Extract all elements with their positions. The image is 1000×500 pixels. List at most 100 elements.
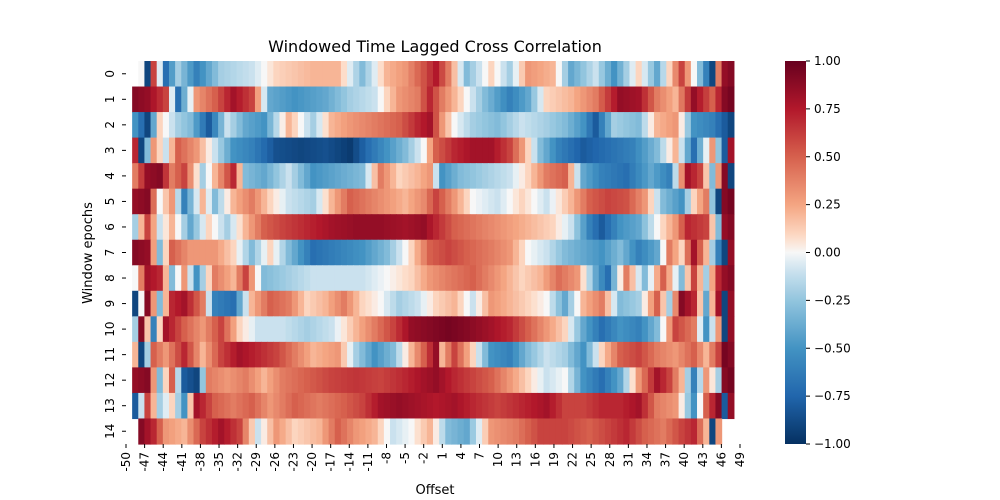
- heatmap-cell: [383, 316, 391, 343]
- heatmap-cell: [518, 239, 526, 266]
- heatmap-cell: [611, 341, 618, 368]
- heatmap-cell: [574, 239, 581, 266]
- heatmap-cell: [144, 341, 152, 368]
- heatmap-cell: [433, 418, 440, 445]
- heatmap-cell: [279, 137, 287, 164]
- heatmap-cell: [353, 61, 360, 88]
- heatmap-cell: [439, 61, 446, 88]
- heatmap-cell: [402, 392, 410, 420]
- heatmap-cell: [475, 265, 483, 292]
- heatmap-cell: [353, 265, 360, 292]
- heatmap-cell: [543, 341, 551, 368]
- heatmap-cell: [132, 392, 139, 420]
- heatmap-cell: [414, 137, 422, 164]
- heatmap-cell: [500, 265, 508, 292]
- heatmap-cell: [469, 86, 477, 113]
- heatmap-cell: [525, 214, 532, 241]
- heatmap-cell: [518, 188, 526, 215]
- heatmap-cell: [488, 418, 495, 445]
- heatmap-cell: [181, 341, 188, 368]
- heatmap-cell: [678, 341, 686, 368]
- heatmap-cell: [604, 137, 612, 164]
- heatmap-cell: [230, 265, 238, 292]
- heatmap-cell: [297, 418, 305, 445]
- heatmap-cell: [721, 265, 729, 292]
- heatmap-cell: [181, 316, 188, 343]
- heatmap-cell: [635, 137, 643, 164]
- heatmap-cell: [586, 137, 594, 164]
- heatmap-cell: [285, 239, 293, 266]
- heatmap-cell: [390, 392, 397, 420]
- heatmap-cell: [494, 367, 502, 394]
- heatmap-cell: [678, 316, 686, 343]
- heatmap-cell: [383, 367, 391, 394]
- heatmap-cell: [371, 163, 379, 190]
- heatmap-cell: [377, 188, 385, 215]
- heatmap-cell: [230, 137, 238, 164]
- y-tick-label: 13: [103, 398, 117, 413]
- heatmap-cell: [451, 392, 459, 420]
- heatmap-cell: [451, 290, 459, 317]
- heatmap-cell: [187, 188, 195, 215]
- heatmap-cell: [727, 188, 735, 215]
- heatmap-cell: [525, 341, 532, 368]
- heatmap-cell: [568, 316, 575, 343]
- heatmap-cell: [304, 316, 311, 343]
- heatmap-cell: [138, 367, 146, 394]
- heatmap-cell: [445, 86, 453, 113]
- heatmap-cell: [598, 86, 606, 113]
- heatmap-cell: [426, 265, 434, 292]
- heatmap-cell: [132, 163, 139, 190]
- heatmap-cell: [248, 239, 256, 266]
- heatmap-cell: [242, 239, 250, 266]
- x-tick-label: -8: [379, 452, 393, 464]
- heatmap-cell: [439, 86, 446, 113]
- heatmap-cell: [697, 86, 704, 113]
- heatmap-cell: [334, 367, 342, 394]
- heatmap-cell: [684, 418, 692, 445]
- heatmap-cell: [629, 137, 637, 164]
- heatmap-cell: [568, 392, 575, 420]
- heatmap-cell: [703, 418, 710, 445]
- heatmap-cell: [727, 367, 735, 394]
- heatmap-cell: [433, 112, 440, 139]
- heatmap-cell: [390, 239, 397, 266]
- heatmap-cell: [383, 418, 391, 445]
- heatmap-cell: [304, 392, 311, 420]
- heatmap-cell: [322, 239, 330, 266]
- heatmap-cell: [439, 265, 446, 292]
- heatmap-cell: [199, 418, 207, 445]
- heatmap-cell: [574, 392, 581, 420]
- heatmap-cell: [445, 188, 453, 215]
- heatmap-cell: [304, 61, 311, 88]
- heatmap-cell: [660, 265, 667, 292]
- heatmap-cell: [647, 163, 655, 190]
- heatmap-cell: [715, 163, 723, 190]
- heatmap-cell: [512, 86, 520, 113]
- heatmap-cell: [261, 137, 268, 164]
- heatmap-cell: [285, 265, 293, 292]
- heatmap-cell: [254, 265, 262, 292]
- heatmap-cell: [322, 265, 330, 292]
- heatmap-cell: [568, 112, 575, 139]
- heatmap-cell: [525, 86, 532, 113]
- heatmap-cell: [531, 367, 538, 394]
- heatmap-cell: [242, 137, 250, 164]
- heatmap-cell: [181, 290, 188, 317]
- heatmap-cell: [383, 163, 391, 190]
- heatmap-cell: [617, 290, 624, 317]
- heatmap-cell: [199, 61, 207, 88]
- heatmap-cell: [261, 214, 268, 241]
- y-tick-label: 11: [103, 347, 117, 362]
- heatmap-cell: [531, 316, 538, 343]
- heatmap-cell: [211, 392, 219, 420]
- heatmap-cell: [543, 163, 551, 190]
- heatmap-cell: [205, 316, 213, 343]
- colorbar-ticks: 1.000.750.500.250.00−0.25−0.50−0.75−1.00: [806, 54, 851, 451]
- heatmap-cell: [604, 290, 612, 317]
- heatmap-cell: [506, 316, 514, 343]
- heatmap-cell: [537, 214, 545, 241]
- heatmap-cell: [211, 341, 219, 368]
- heatmap-cell: [347, 290, 354, 317]
- heatmap-cell: [310, 188, 317, 215]
